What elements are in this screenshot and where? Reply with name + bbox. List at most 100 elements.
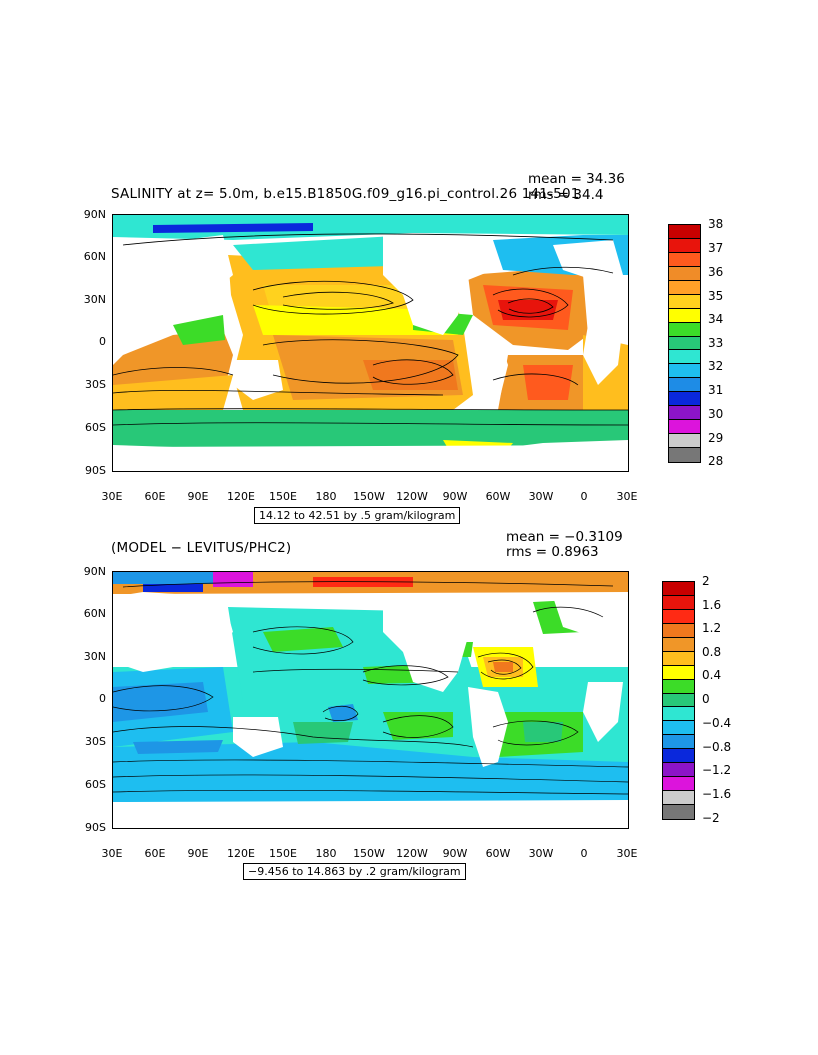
- lon-tick-label: 30W: [528, 847, 554, 860]
- lon-tick-label: 120E: [227, 847, 255, 860]
- colorbar-swatch: [669, 266, 700, 281]
- colorbar-tick-label: 0.8: [702, 645, 722, 659]
- colorbar-swatch: [669, 392, 700, 407]
- lat-tick-label: 0: [99, 335, 106, 348]
- lat-tick-label: 30S: [85, 735, 106, 748]
- colorbar-swatch: [663, 665, 694, 680]
- lon-tick-label: 180: [315, 490, 337, 503]
- difference-colorbar: [662, 581, 695, 820]
- rms-label: rms = 0.8963: [506, 544, 599, 560]
- colorbar-tick-label: 38: [708, 217, 724, 231]
- colorbar-swatch: [669, 364, 700, 379]
- lon-tick-label: 0: [580, 490, 588, 503]
- colorbar-tick-label: 34: [708, 312, 724, 326]
- panel-title: (MODEL − LEVITUS/PHC2): [111, 540, 292, 556]
- lat-tick-label: 60S: [85, 778, 106, 791]
- lon-tick-label: 120W: [396, 490, 428, 503]
- colorbar-tick-label: 33: [708, 336, 724, 350]
- panel-title: SALINITY at z= 5.0m, b.e15.B1850G.f09_g1…: [111, 186, 580, 202]
- salinity-colorbar: [668, 224, 701, 463]
- colorbar-swatch: [669, 448, 700, 462]
- lat-tick-label: 30N: [83, 650, 106, 663]
- colorbar-tick-label: 0: [702, 692, 710, 706]
- colorbar-swatch: [663, 623, 694, 638]
- colorbar-tick-label: 36: [708, 265, 724, 279]
- colorbar-tick-label: 32: [708, 359, 724, 373]
- lon-tick-label: 0: [580, 847, 588, 860]
- lon-tick-label: 30E: [101, 490, 123, 503]
- colorbar-swatch: [663, 582, 694, 596]
- lon-tick-label: 180: [315, 847, 337, 860]
- contour-range-label: −9.456 to 14.863 by .2 gram/kilogram: [243, 863, 466, 880]
- colorbar-swatch: [663, 693, 694, 708]
- colorbar-tick-label: 30: [708, 407, 724, 421]
- mean-label: mean = −0.3109: [506, 529, 623, 545]
- colorbar-swatch: [669, 294, 700, 309]
- colorbar-swatch: [663, 637, 694, 652]
- colorbar-tick-label: −0.4: [702, 716, 732, 730]
- lat-tick-label: 60N: [83, 250, 106, 263]
- lat-tick-label: 90S: [85, 464, 106, 477]
- colorbar-swatch: [669, 238, 700, 253]
- lat-tick-label: 90N: [83, 208, 106, 221]
- colorbar-tick-label: −1.6: [702, 787, 732, 801]
- colorbar-tick-label: −1.2: [702, 763, 732, 777]
- lon-tick-label: 60W: [485, 847, 511, 860]
- colorbar-swatch: [663, 721, 694, 736]
- colorbar-tick-label: 37: [708, 241, 724, 255]
- colorbar-swatch: [663, 595, 694, 610]
- salinity-map: [112, 214, 629, 472]
- lon-tick-label: 30E: [101, 847, 123, 860]
- lon-tick-label: 150W: [353, 847, 385, 860]
- lon-tick-label: 30E: [616, 847, 638, 860]
- difference-map: [112, 571, 629, 829]
- lon-tick-label: 150E: [269, 847, 297, 860]
- colorbar-tick-label: 1.2: [702, 621, 722, 635]
- lat-tick-label: 0: [99, 692, 106, 705]
- colorbar-tick-label: 1.6: [702, 598, 722, 612]
- colorbar-swatch: [669, 434, 700, 448]
- lat-tick-label: 90N: [83, 565, 106, 578]
- colorbar-swatch: [669, 225, 700, 239]
- colorbar-swatch: [663, 609, 694, 624]
- colorbar-swatch: [669, 308, 700, 323]
- lon-tick-label: 120E: [227, 490, 255, 503]
- colorbar-swatch: [669, 280, 700, 295]
- colorbar-swatch: [663, 749, 694, 764]
- lon-tick-label: 90W: [442, 490, 468, 503]
- colorbar-swatch: [669, 378, 700, 393]
- lat-tick-label: 60N: [83, 607, 106, 620]
- colorbar-tick-label: 2: [702, 574, 710, 588]
- colorbar-swatch: [663, 651, 694, 666]
- colorbar-tick-label: −0.8: [702, 740, 732, 754]
- colorbar-swatch: [669, 252, 700, 267]
- lat-tick-label: 60S: [85, 421, 106, 434]
- lon-tick-label: 60W: [485, 490, 511, 503]
- colorbar-swatch: [663, 679, 694, 694]
- lon-tick-label: 30E: [616, 490, 638, 503]
- lon-tick-label: 120W: [396, 847, 428, 860]
- mean-label: mean = 34.36: [528, 171, 625, 187]
- colorbar-swatch: [663, 707, 694, 722]
- lon-tick-label: 150W: [353, 490, 385, 503]
- lat-tick-label: 30S: [85, 378, 106, 391]
- lon-tick-label: 90E: [187, 847, 209, 860]
- lon-tick-label: 150E: [269, 490, 297, 503]
- colorbar-swatch: [663, 735, 694, 750]
- colorbar-tick-label: 31: [708, 383, 724, 397]
- colorbar-swatch: [669, 420, 700, 435]
- lat-tick-label: 90S: [85, 821, 106, 834]
- colorbar-swatch: [669, 406, 700, 421]
- lat-tick-label: 30N: [83, 293, 106, 306]
- colorbar-swatch: [669, 350, 700, 365]
- lon-tick-label: 60E: [144, 490, 166, 503]
- lon-tick-label: 60E: [144, 847, 166, 860]
- colorbar-tick-label: 35: [708, 289, 724, 303]
- colorbar-swatch: [663, 791, 694, 805]
- colorbar-swatch: [663, 777, 694, 792]
- colorbar-tick-label: 28: [708, 454, 724, 468]
- colorbar-swatch: [663, 805, 694, 819]
- colorbar-swatch: [669, 322, 700, 337]
- colorbar-tick-label: 0.4: [702, 668, 722, 682]
- colorbar-tick-label: 29: [708, 431, 724, 445]
